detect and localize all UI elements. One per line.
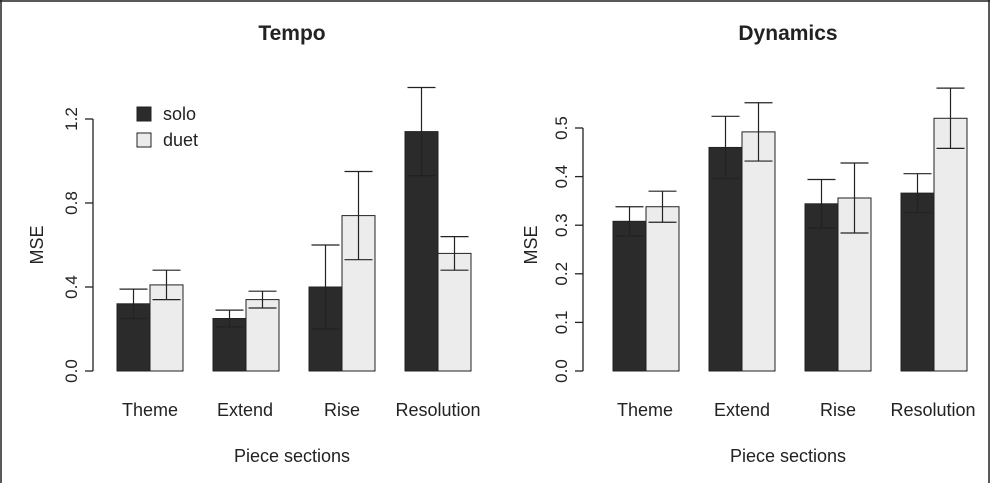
dynamics-x-labels: Theme Extend Rise Resolution [617, 400, 976, 420]
dynamics-ytick-label: 0.3 [552, 213, 571, 237]
dynamics-ytick-label: 0.1 [552, 311, 571, 335]
tempo-ylabel: MSE [27, 225, 47, 264]
dynamics-bars [612, 87, 968, 372]
legend-duet-label: duet [163, 130, 198, 150]
dynamics-bar-solo [708, 146, 743, 372]
legend-solo-swatch [136, 106, 152, 122]
dynamics-bar-duet [933, 117, 968, 372]
panel-dynamics: Dynamics MSE Piece sections 0.0 0.1 0.2 0.3… [521, 22, 976, 466]
tempo-x-labels: Theme Extend Rise Resolution [122, 400, 481, 420]
dynamics-xtick-resolution: Resolution [890, 400, 975, 420]
dynamics-ytick-label: 0.0 [552, 359, 571, 383]
tempo-xtick-rise: Rise [324, 400, 360, 420]
dynamics-bar-solo [804, 203, 839, 372]
tempo-bar-solo [404, 131, 439, 372]
tempo-xlabel: Piece sections [234, 446, 350, 466]
tempo-legend: solo duet [136, 104, 198, 150]
dynamics-xtick-theme: Theme [617, 400, 673, 420]
dynamics-bar-duet [645, 206, 680, 372]
dynamics-ylabel: MSE [521, 225, 541, 264]
legend-duet-swatch [136, 132, 152, 148]
tempo-bar-duet [437, 252, 472, 372]
dynamics-ytick-label: 0.5 [552, 116, 571, 140]
dynamics-ytick-label: 0.4 [552, 165, 571, 189]
tempo-ytick-label: 0.4 [62, 275, 81, 299]
dynamics-ytick-label: 0.2 [552, 262, 571, 286]
tempo-ytick-label: 0.0 [62, 359, 81, 383]
tempo-y-axis: 0.0 0.4 0.8 1.2 [62, 107, 94, 383]
tempo-ytick-label: 1.2 [62, 107, 81, 131]
dynamics-title: Dynamics [738, 22, 837, 45]
dynamics-xlabel: Piece sections [730, 446, 846, 466]
tempo-bar-duet [245, 299, 280, 372]
dynamics-bar-duet [741, 131, 776, 372]
tempo-xtick-resolution: Resolution [395, 400, 480, 420]
legend-solo-label: solo [163, 104, 196, 124]
tempo-xtick-extend: Extend [217, 400, 273, 420]
tempo-xtick-theme: Theme [122, 400, 178, 420]
dynamics-bar-solo [900, 192, 935, 372]
panel-tempo: Tempo MSE Piece sections 0.0 0.4 0.8 1.2 Th… [27, 22, 481, 466]
dynamics-y-axis: 0.0 0.1 0.2 0.3 0.4 0.5 [552, 116, 584, 383]
tempo-bars [116, 86, 472, 372]
dynamics-xtick-rise: Rise [820, 400, 856, 420]
tempo-ytick-label: 0.8 [62, 191, 81, 215]
dynamics-xtick-extend: Extend [714, 400, 770, 420]
dynamics-bar-solo [612, 220, 647, 372]
tempo-title: Tempo [258, 22, 325, 45]
